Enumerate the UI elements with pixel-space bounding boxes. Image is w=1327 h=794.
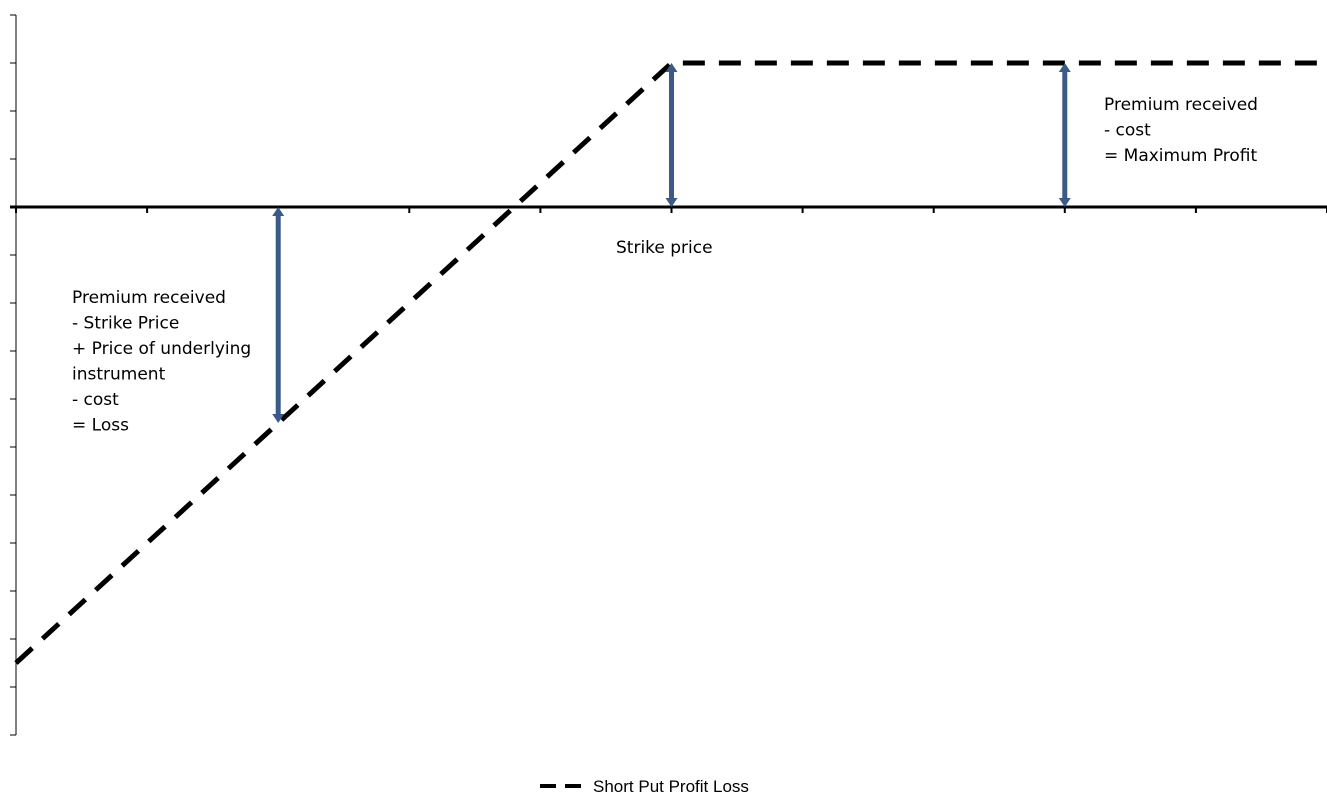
double-arrow [272,207,285,423]
strike-price-label: Strike price [616,238,713,258]
arrow-head [1058,198,1071,207]
double-arrow [665,63,678,207]
axes [10,14,1327,736]
arrow-head [665,63,678,72]
max-profit-line: - cost [1104,121,1151,141]
loss-line: Premium received [72,288,226,308]
arrow-head [1058,63,1071,72]
loss-line: instrument [72,365,166,385]
loss-annotation: Premium received - Strike Price + Price … [72,288,257,436]
loss-line: - Strike Price [72,314,179,334]
max-profit-annotation: Premium received - cost = Maximum Profit [1104,95,1263,166]
arrows-layer [272,63,1071,423]
series-line [14,60,1327,665]
max-profit-line: = Maximum Profit [1104,146,1257,166]
loss-line: = Loss [72,416,129,436]
loss-line: - cost [72,390,119,410]
double-arrow [1058,63,1071,207]
legend-label: Short Put Profit Loss [593,777,749,794]
arrow-head [272,414,285,423]
loss-line: + Price of underlying [72,339,251,359]
legend: Short Put Profit Loss [540,777,749,794]
max-profit-line: Premium received [1104,95,1258,115]
series-layer [14,60,1327,665]
arrow-head [272,207,285,216]
arrow-head [665,198,678,207]
